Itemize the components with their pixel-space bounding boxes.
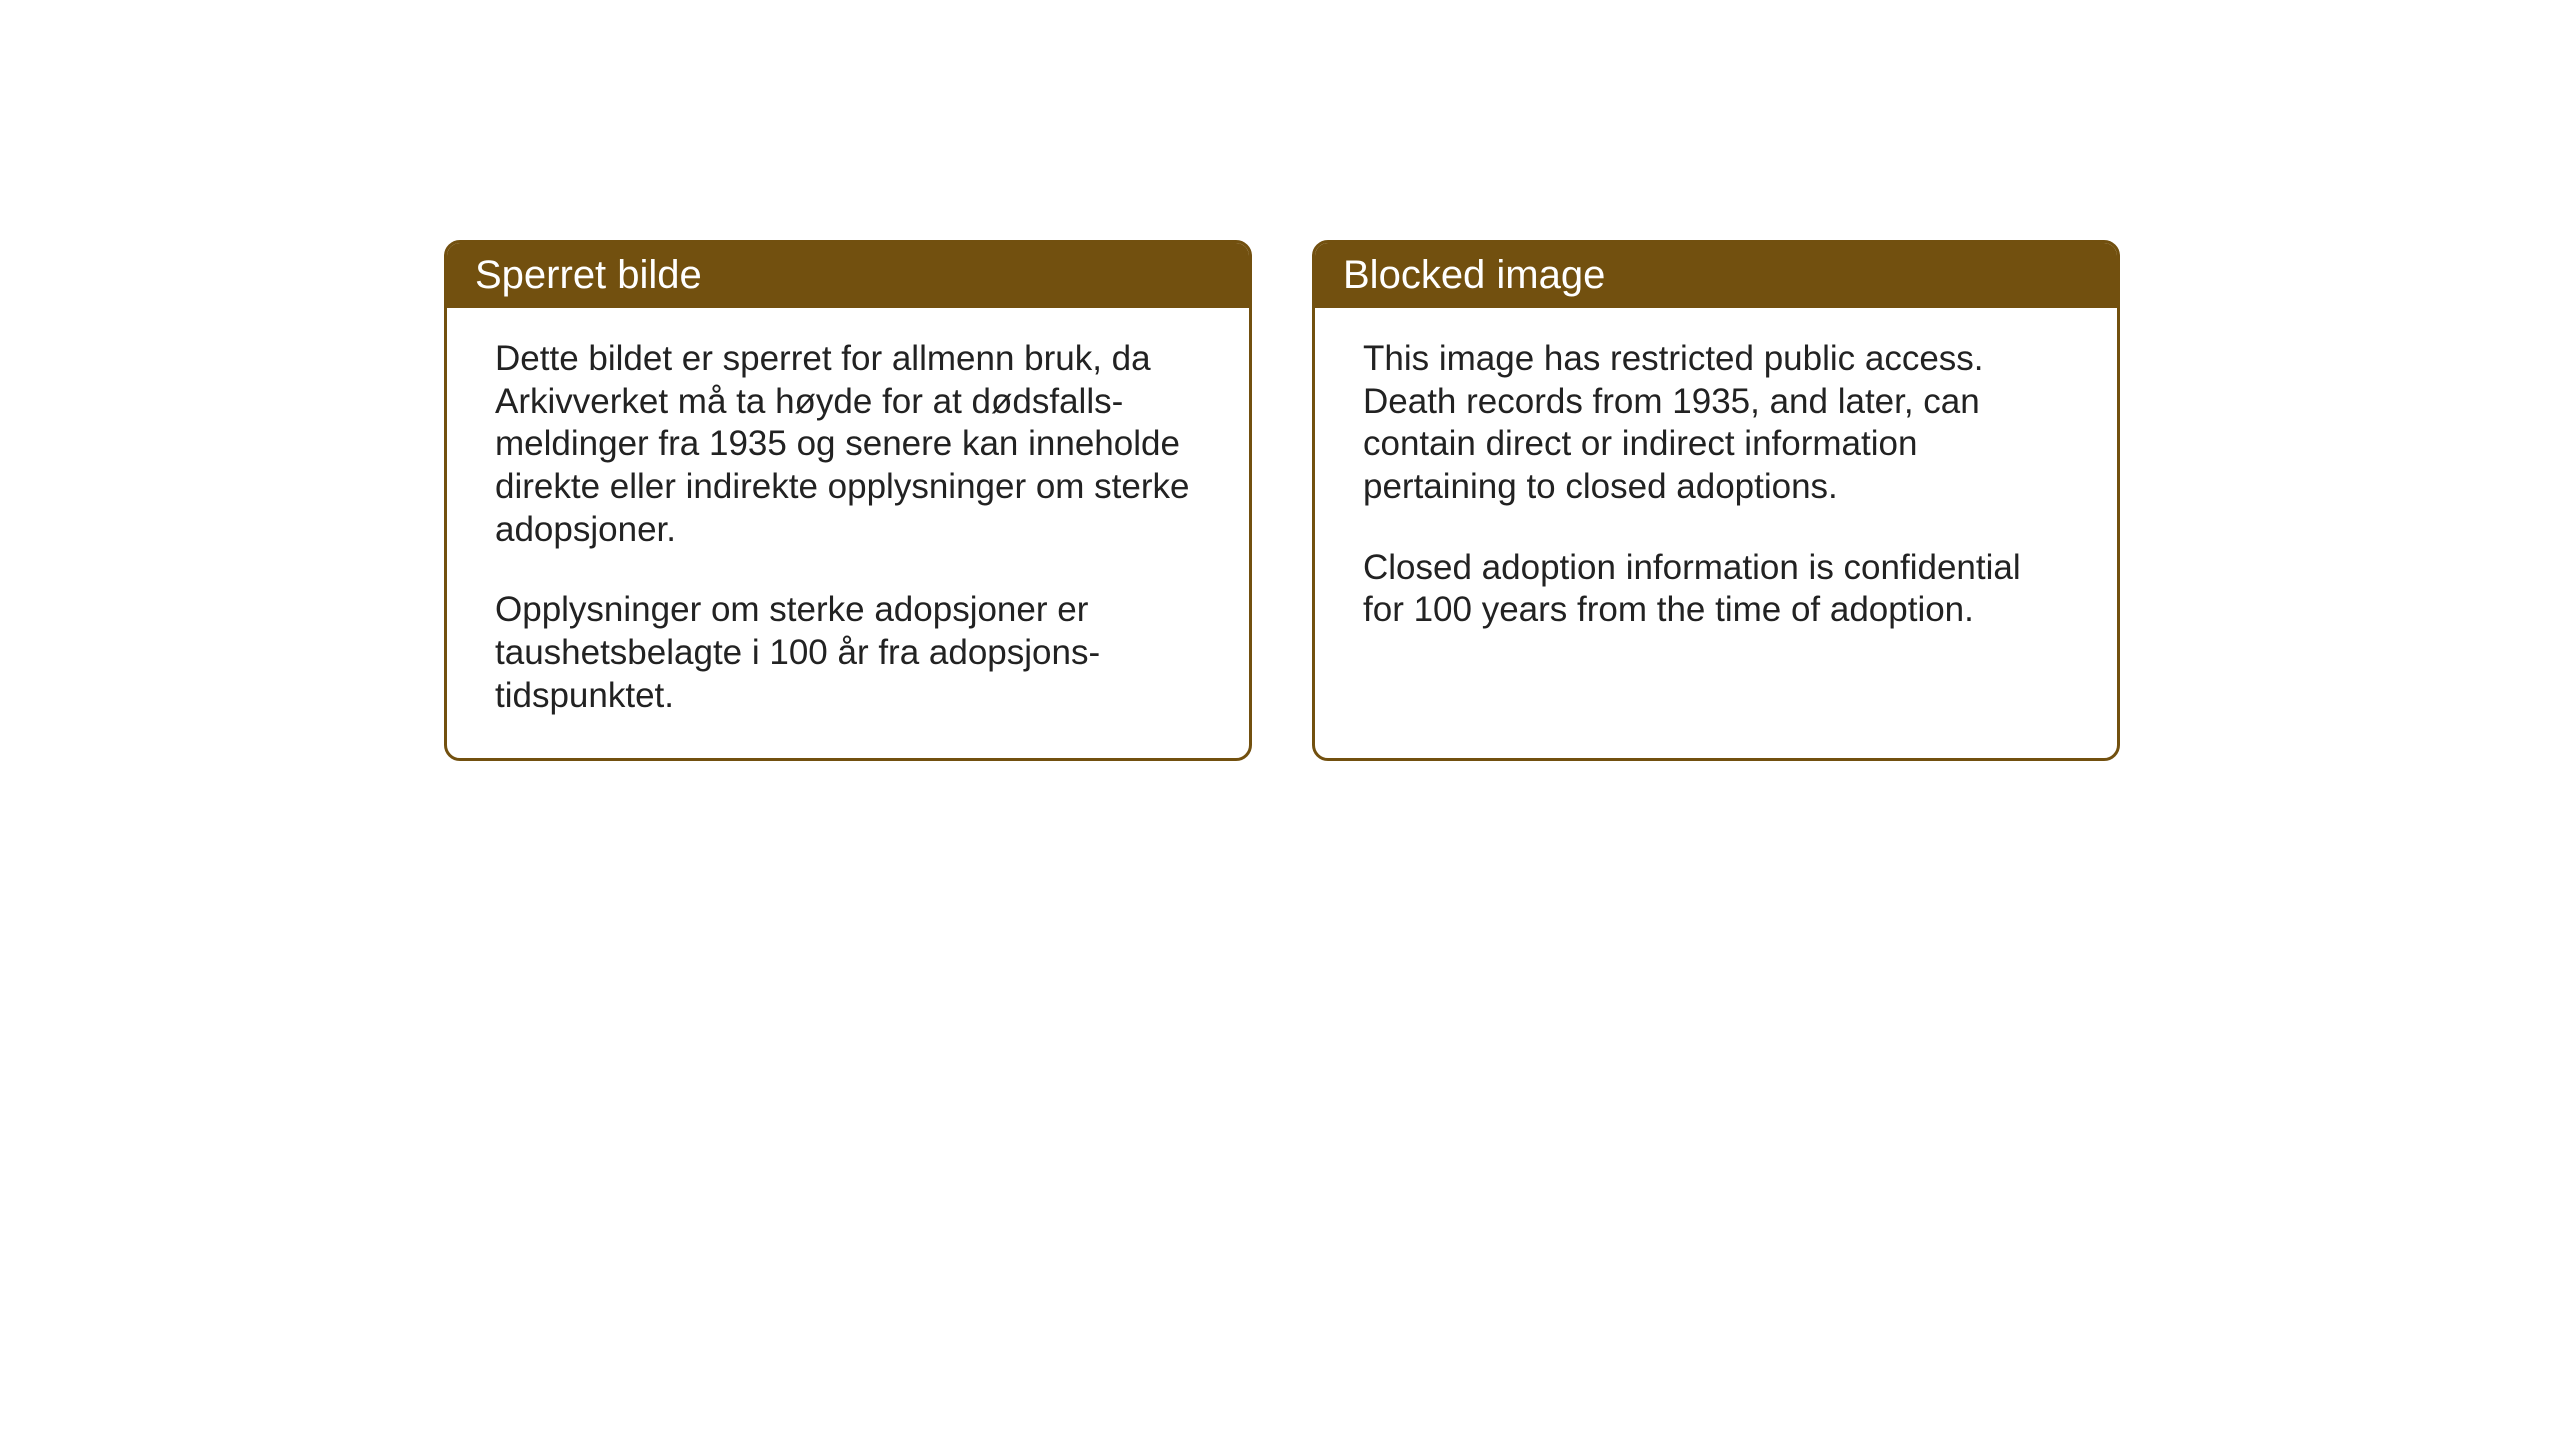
- card-title-norwegian: Sperret bilde: [475, 253, 702, 297]
- card-english: Blocked image This image has restricted …: [1312, 240, 2120, 761]
- card-paragraph-2-norwegian: Opplysninger om sterke adopsjoner er tau…: [495, 589, 1201, 717]
- card-paragraph-1-english: This image has restricted public access.…: [1363, 338, 2069, 509]
- card-header-english: Blocked image: [1315, 243, 2117, 308]
- card-title-english: Blocked image: [1343, 253, 1605, 297]
- cards-container: Sperret bilde Dette bildet er sperret fo…: [444, 240, 2120, 761]
- card-paragraph-1-norwegian: Dette bildet er sperret for allmenn bruk…: [495, 338, 1201, 551]
- card-header-norwegian: Sperret bilde: [447, 243, 1249, 308]
- card-paragraph-2-english: Closed adoption information is confident…: [1363, 547, 2069, 632]
- card-body-english: This image has restricted public access.…: [1315, 308, 2117, 672]
- card-norwegian: Sperret bilde Dette bildet er sperret fo…: [444, 240, 1252, 761]
- card-body-norwegian: Dette bildet er sperret for allmenn bruk…: [447, 308, 1249, 758]
